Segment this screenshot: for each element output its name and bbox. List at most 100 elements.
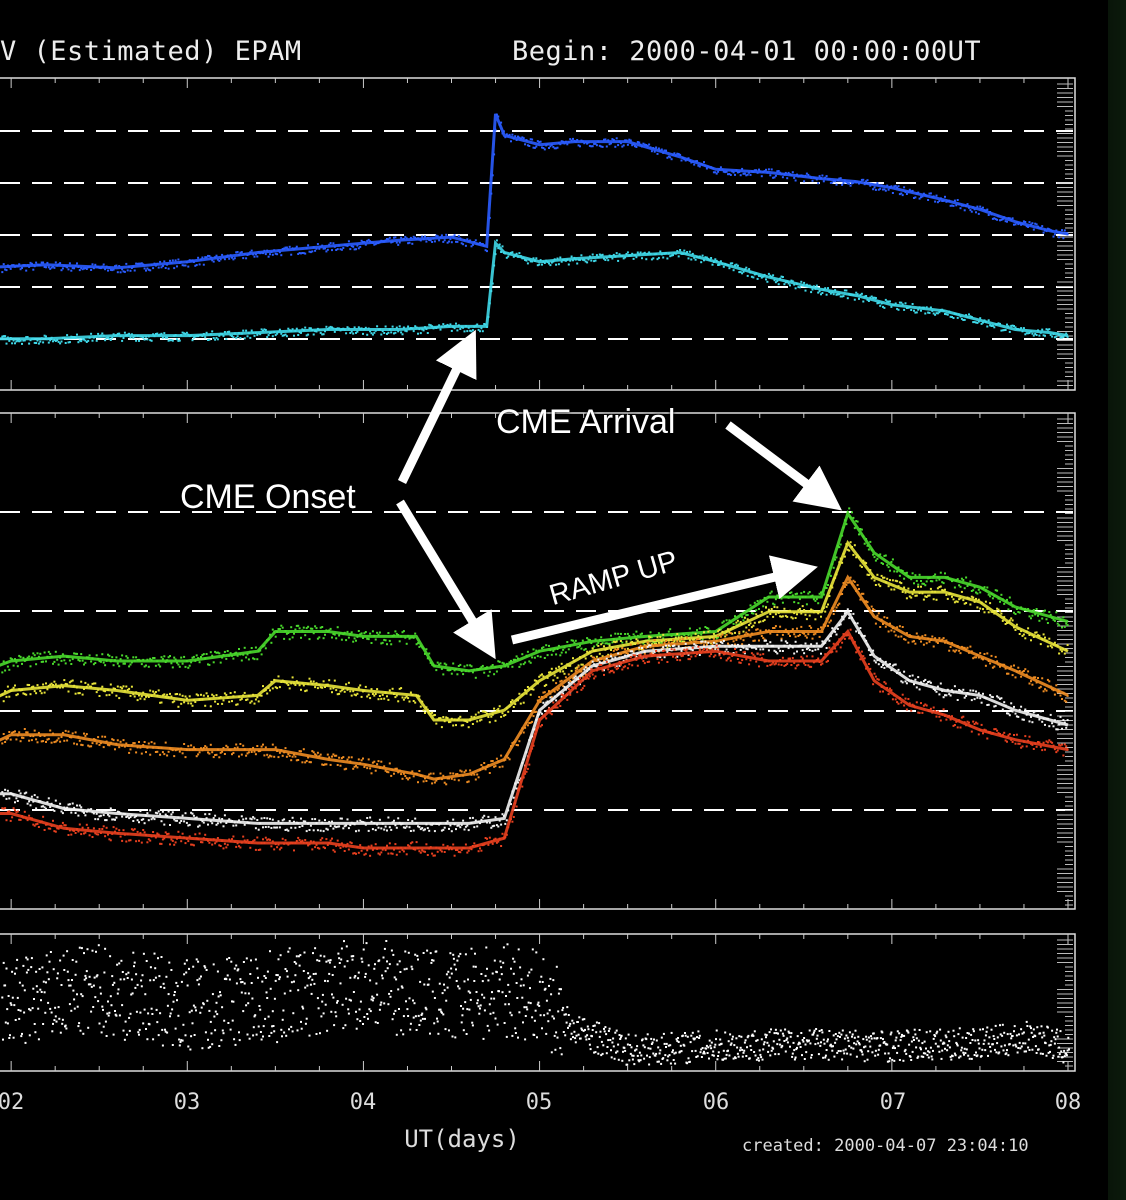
series-point [862,300,865,303]
series-point [6,810,9,813]
series-point [433,326,436,329]
series-point [487,674,490,677]
series-point [504,136,507,139]
series-point [421,775,424,777]
series-point [559,143,562,146]
series-point [484,667,487,670]
series-point [312,680,315,683]
series-point [422,780,425,783]
series-point [169,655,171,657]
series-point [456,719,459,722]
series-point [825,587,828,589]
series-point [130,267,133,269]
series-point [512,255,515,258]
series-point [894,579,897,582]
series-point [939,682,942,685]
series-point [493,765,496,768]
series-point [796,613,798,616]
series-point [138,262,140,265]
series-point [649,636,652,639]
series-point [980,207,983,210]
series-point [521,693,524,696]
series-point [488,821,491,824]
series-point [942,637,945,640]
series-point [328,243,331,246]
series-point [1007,712,1010,715]
series-point [159,701,162,704]
series-point [617,632,620,635]
series-point [12,264,15,267]
series-point [6,665,9,668]
series-point [959,315,962,318]
series-point [218,259,221,262]
series-point [619,640,622,642]
series-point [285,335,288,338]
series-point [838,546,841,549]
series-point [298,684,301,687]
series-point [922,192,925,195]
series-point [147,696,150,698]
series-point [407,634,410,637]
series-point [770,630,773,633]
series-point [204,256,207,259]
series-point [703,644,705,647]
series-point [631,648,634,651]
series-point [326,248,329,251]
series-point [959,597,962,600]
series-point [542,147,545,149]
series-point [1018,328,1021,331]
series-point [781,633,784,636]
series-point [491,282,494,285]
series-point [466,824,469,827]
series-point [732,269,735,272]
series-point [849,516,852,519]
series-point [700,633,703,636]
series-point [25,336,28,339]
series-point [495,824,498,827]
series-point [417,642,419,645]
series-point [254,646,257,649]
series-point [932,575,935,578]
series-point [973,656,976,659]
series-point [581,639,584,642]
series-point [39,264,42,267]
series-point [291,247,294,250]
series-point [377,698,380,701]
series-point [581,140,584,143]
series-point [811,637,814,640]
series-point [798,598,801,601]
series-point [277,628,280,630]
series-point [914,196,917,199]
series-point [598,638,601,641]
series-point [924,678,927,681]
series-point [283,334,286,337]
series-point [749,635,752,638]
series-point [642,642,645,645]
series-point [728,267,731,270]
series-point [632,633,635,636]
series-point [591,253,594,256]
series-point [338,327,341,330]
series-point [245,754,248,757]
series-point [570,255,573,258]
series-point [815,610,818,613]
series-point [908,675,911,678]
series-point [787,632,790,635]
series-point [594,142,597,145]
series-point [84,734,87,737]
series-point [765,639,767,642]
series-point [772,274,775,277]
series-point [448,669,450,672]
series-point [130,744,133,747]
series-point [271,628,274,631]
series-point [904,572,907,575]
series-point [312,632,315,635]
series-point [479,330,481,333]
series-point [887,566,890,569]
series-point [673,640,676,643]
series-point [107,743,109,746]
series-point [750,275,753,278]
series-point [790,630,793,633]
series-point [789,609,791,612]
series-point [99,742,102,745]
